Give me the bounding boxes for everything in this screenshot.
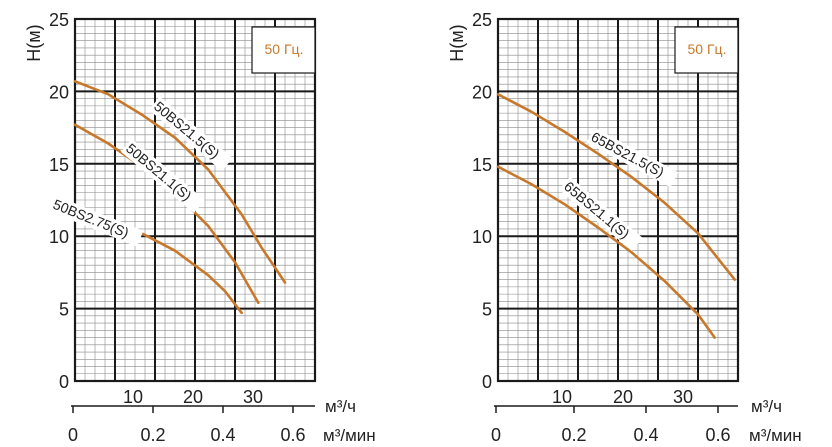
x-tick-label-m3h: 30	[243, 387, 263, 407]
frequency-label: 50 Гц.	[688, 41, 727, 57]
x-tick-label-m3min: 0.6	[280, 425, 305, 445]
plot-frame	[496, 17, 740, 383]
flow-axis: 10 20 30 0 0.2 0.4 0.6	[491, 387, 738, 445]
performance-curve	[496, 93, 736, 281]
performance-curve	[73, 80, 287, 284]
flow-axis: 10 20 30 0 0.2 0.4 0.6	[68, 387, 315, 445]
x-tick-label-m3min: 0.2	[140, 425, 165, 445]
series-label-background	[586, 127, 679, 188]
y-tick-label: 15	[472, 155, 492, 175]
series-label-background	[558, 176, 643, 252]
y-axis-title: H(м)	[24, 24, 44, 61]
y-tick-label: 5	[482, 300, 492, 320]
series-label-group: 65BS21.1(S)	[558, 176, 643, 252]
frequency-box	[251, 26, 316, 74]
x-tick-label-m3min: 0.2	[561, 425, 586, 445]
y-tick-label: 20	[49, 82, 69, 102]
x-tick-label-m3min: 0.4	[633, 425, 658, 445]
y-tick-label: 25	[49, 10, 69, 30]
frequency-box	[674, 26, 739, 74]
y-tick-label: 5	[59, 300, 69, 320]
series-label-group: 50BS21.1(S)	[120, 138, 205, 214]
series-label-group: 50BS21.5(S)	[148, 96, 233, 172]
x-tick-label-m3min: 0	[68, 425, 78, 445]
series-label-background	[48, 195, 144, 247]
x-tick-label-m3min: 0.6	[705, 425, 730, 445]
x-tick-label-m3h: 10	[123, 387, 143, 407]
y-axis-title: H(м)	[447, 24, 467, 61]
x-axis-unit-m3h: м³/ч	[325, 397, 356, 416]
x-tick-label-m3min: 0	[491, 425, 501, 445]
x-tick-label-m3h: 30	[673, 387, 693, 407]
x-tick-label-m3h: 20	[183, 387, 203, 407]
performance-curve	[496, 165, 716, 339]
y-tick-label: 25	[472, 10, 492, 30]
x-tick-label-m3min: 0.4	[210, 425, 235, 445]
right-chart-panel: H(м) м³/ч м³/мин 0 5 10 15 20 25 50 Гц. 65BS21.…	[447, 10, 802, 445]
series-label-background	[120, 138, 205, 214]
x-tick-label-m3h: 20	[613, 387, 633, 407]
y-tick-label: 10	[49, 227, 69, 247]
series-label-background	[148, 96, 233, 172]
x-axis-unit-m3min: м³/мин	[749, 426, 802, 445]
x-axis-unit-m3h: м³/ч	[751, 397, 782, 416]
y-tick-label: 15	[49, 155, 69, 175]
plot-frame	[73, 17, 317, 383]
x-axis-unit-m3min: м³/мин	[323, 426, 376, 445]
x-tick-label-m3h: 10	[552, 387, 572, 407]
y-tick-label: 10	[472, 227, 492, 247]
y-tick-label: 20	[472, 82, 492, 102]
y-tick-label: 0	[482, 372, 492, 392]
y-tick-label: 0	[59, 372, 69, 392]
frequency-label: 50 Гц.	[265, 41, 304, 57]
